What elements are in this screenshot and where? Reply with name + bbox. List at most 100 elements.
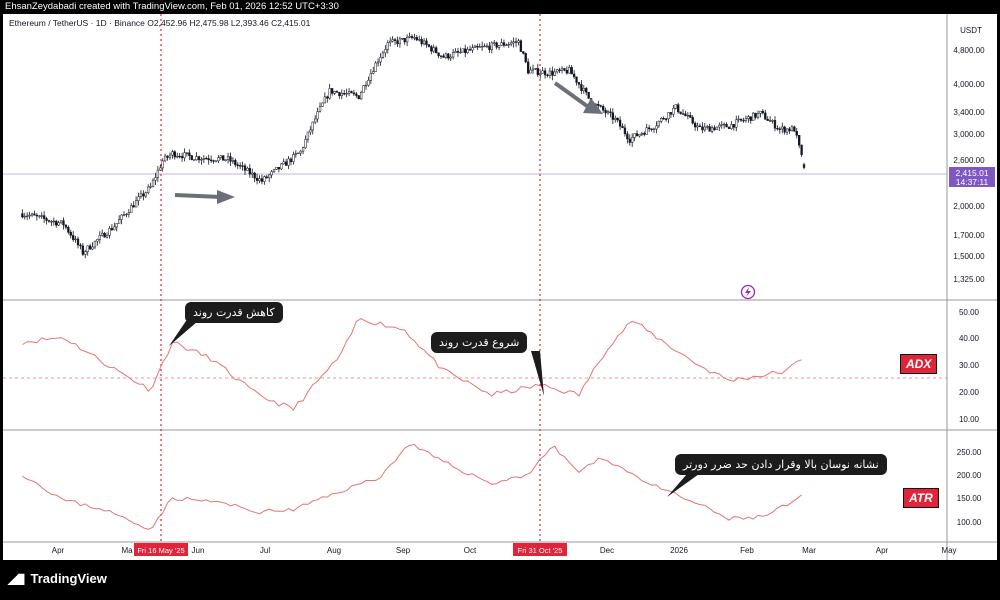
candle (147, 184, 150, 195)
candle (618, 116, 622, 130)
candle (628, 134, 631, 146)
candle (376, 58, 380, 67)
candle (551, 66, 554, 81)
candle (110, 224, 114, 231)
candle (251, 168, 254, 178)
candle (396, 36, 399, 48)
time-axis[interactable]: Apr Ma Jun Jul Aug Sep Oct Dec 2026 Feb Mar Apr May F… (52, 543, 957, 556)
candle (756, 110, 760, 120)
adx-axis[interactable]: 50.00 40.00 30.00 20.00 10.00 (959, 308, 980, 424)
candle (739, 118, 743, 122)
atr-axis[interactable]: 250.00 200.00 150.00 100.00 (957, 448, 982, 527)
countdown-text: 14:37:11 (956, 177, 989, 187)
candle (476, 43, 479, 51)
candle (224, 159, 227, 162)
candle (178, 153, 181, 159)
candle (631, 133, 634, 147)
candle (444, 52, 448, 59)
footer-bar (0, 560, 1000, 600)
candle (23, 212, 26, 220)
candle (340, 89, 343, 100)
candle (217, 155, 220, 164)
candle (582, 85, 585, 94)
price-tick-label: 2,600.00 (953, 156, 985, 165)
candle (432, 44, 435, 54)
chart-area[interactable]: 4,800.00 4,000.00 3,400.00 3,000.00 2,600.00… (3, 14, 997, 560)
candle (585, 86, 588, 96)
candle (289, 157, 293, 166)
candle (800, 144, 803, 157)
candle (277, 167, 281, 173)
candle (466, 46, 469, 54)
price-tick-label: 2,000.00 (953, 202, 985, 211)
candle (134, 196, 138, 208)
candle (101, 229, 104, 237)
candle (176, 152, 179, 159)
price-axis[interactable]: 4,800.00 4,000.00 3,400.00 3,000.00 2,600.00… (953, 46, 985, 284)
time-tick-label: Aug (327, 546, 341, 555)
price-unit: USDT (960, 26, 982, 35)
candle (284, 158, 288, 166)
candle (69, 229, 72, 239)
candle (57, 220, 60, 227)
candle (389, 37, 392, 47)
candle (33, 210, 36, 216)
candle (403, 37, 406, 45)
candle (798, 134, 801, 149)
candle (214, 160, 218, 163)
candle (643, 131, 646, 137)
candle (231, 157, 235, 165)
candle (301, 146, 305, 155)
chart-svg[interactable]: 4,800.00 4,000.00 3,400.00 3,000.00 2,600.00… (3, 14, 997, 560)
adx-tick-label: 40.00 (959, 334, 980, 343)
candle (205, 156, 208, 160)
candle (447, 52, 450, 61)
candle (730, 121, 733, 130)
candle (524, 52, 527, 64)
candle (130, 203, 133, 213)
candle (771, 119, 774, 124)
candle (156, 165, 160, 182)
candle (718, 122, 721, 131)
candle (391, 36, 394, 43)
candle (64, 224, 68, 230)
candle (202, 155, 206, 164)
candle (686, 112, 690, 120)
candle (260, 174, 264, 185)
candle (333, 90, 336, 95)
candle (541, 66, 544, 74)
candle (173, 150, 176, 160)
price-tick-label: 4,000.00 (953, 80, 985, 89)
symbol-title: Ethereum / TetherUS · 1D · Binance (9, 18, 145, 28)
callout-tails (169, 321, 699, 497)
candle (40, 212, 43, 219)
candle (120, 214, 123, 225)
candle (76, 236, 80, 249)
candle (681, 109, 685, 115)
candle (621, 123, 624, 129)
candle (778, 126, 781, 134)
time-marker-label: Fri 16 May '25 (134, 543, 188, 556)
candle (572, 70, 576, 79)
candle (369, 69, 372, 85)
candle (691, 115, 694, 125)
candle (543, 67, 547, 79)
flash-icon[interactable] (740, 284, 756, 300)
price-tick-label: 1,700.00 (953, 231, 985, 240)
time-tick-label: Mar (802, 546, 816, 555)
candle (137, 192, 140, 206)
candle (246, 166, 249, 171)
candle (350, 90, 353, 94)
last-price-text: 2,415.01 (955, 168, 988, 178)
candle (287, 156, 290, 170)
candle (602, 104, 605, 114)
tradingview-logo[interactable]: ◢▮ TradingView (8, 570, 107, 587)
candle (241, 161, 244, 171)
candle (384, 45, 387, 58)
candle (309, 126, 312, 136)
candle (219, 155, 222, 160)
candle (577, 81, 581, 89)
candle (347, 88, 351, 97)
candle (357, 95, 360, 100)
candle (471, 44, 474, 53)
